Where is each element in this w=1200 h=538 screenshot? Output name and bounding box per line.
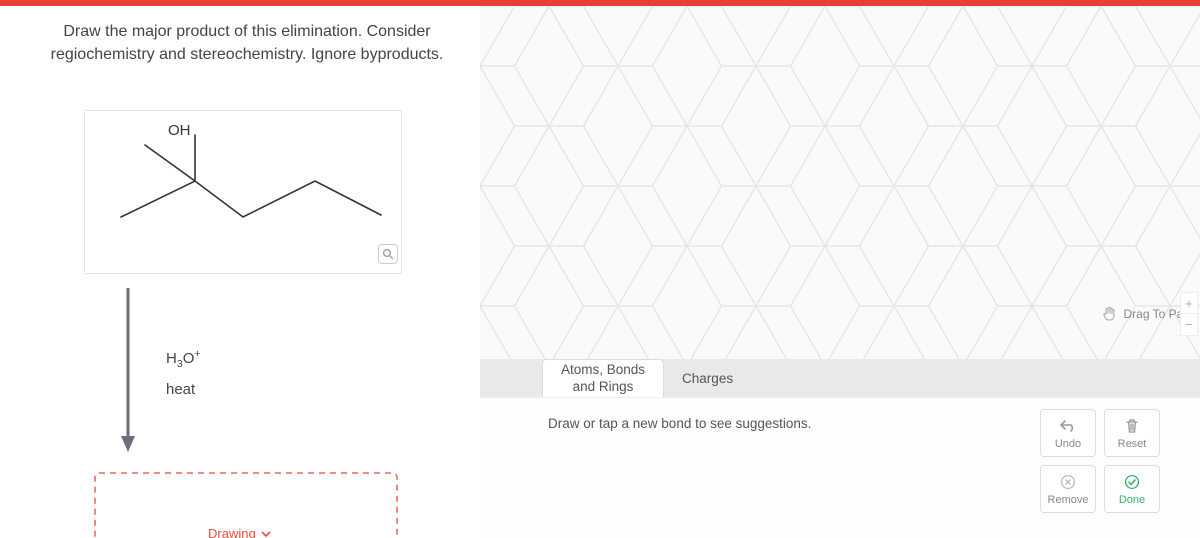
zoom-out-button[interactable]: − bbox=[1180, 314, 1198, 336]
done-button[interactable]: Done bbox=[1104, 465, 1160, 513]
canvas-hint: Draw or tap a new bond to see suggestion… bbox=[548, 416, 811, 431]
x-circle-icon bbox=[1059, 473, 1077, 491]
question-line2: regiochemistry and stereochemistry. Igno… bbox=[51, 46, 444, 63]
tab-charges-label: Charges bbox=[682, 371, 733, 386]
drawing-status[interactable]: Drawing bbox=[208, 526, 272, 538]
zoom-in-button[interactable]: + bbox=[1180, 292, 1198, 314]
reagent-line-1: H3O+ bbox=[166, 344, 201, 375]
undo-button[interactable]: Undo bbox=[1040, 409, 1096, 457]
reagent-line-2: heat bbox=[166, 375, 201, 405]
oh-label: OH bbox=[168, 122, 191, 139]
chevron-down-icon bbox=[260, 528, 272, 538]
trash-icon bbox=[1123, 417, 1141, 435]
hex-grid-bg bbox=[480, 6, 1200, 359]
main-split: Draw the major product of this eliminati… bbox=[0, 6, 1200, 538]
tab-charges[interactable]: Charges bbox=[664, 359, 751, 397]
reactant-molecule-box bbox=[84, 110, 402, 274]
hex-canvas[interactable] bbox=[480, 6, 1200, 359]
reagent-conditions: H3O+ heat bbox=[166, 344, 201, 405]
reactant-structure bbox=[85, 111, 403, 275]
question-text: Draw the major product of this eliminati… bbox=[14, 20, 480, 66]
drawing-status-text: Drawing bbox=[208, 526, 256, 538]
drag-to-pan[interactable]: Drag To Pan bbox=[1101, 305, 1191, 322]
reset-button[interactable]: Reset bbox=[1104, 409, 1160, 457]
magnify-icon[interactable] bbox=[378, 244, 398, 264]
question-panel: Draw the major product of this eliminati… bbox=[0, 6, 480, 538]
drawing-canvas-panel: Drag To Pan + − Atoms, Bondsand Rings Ch… bbox=[480, 6, 1200, 538]
reaction-arrow bbox=[110, 284, 150, 484]
remove-button[interactable]: Remove bbox=[1040, 465, 1096, 513]
question-line1: Draw the major product of this eliminati… bbox=[63, 23, 430, 40]
tab-atoms-label: Atoms, Bondsand Rings bbox=[561, 362, 645, 394]
action-buttons: Undo Reset Remove Done bbox=[1040, 409, 1160, 513]
tool-tabs: Atoms, Bondsand Rings Charges bbox=[480, 359, 1200, 397]
reset-label: Reset bbox=[1118, 438, 1147, 450]
undo-icon bbox=[1059, 417, 1077, 435]
check-circle-icon bbox=[1123, 473, 1141, 491]
zoom-controls: + − bbox=[1180, 292, 1198, 336]
remove-label: Remove bbox=[1048, 494, 1089, 506]
search-icon bbox=[382, 248, 394, 260]
done-label: Done bbox=[1119, 494, 1145, 506]
hand-icon bbox=[1101, 305, 1118, 322]
tab-atoms-bonds-rings[interactable]: Atoms, Bondsand Rings bbox=[542, 359, 664, 397]
tabs-wrap: Atoms, Bondsand Rings Charges bbox=[542, 359, 751, 397]
undo-label: Undo bbox=[1055, 438, 1081, 450]
